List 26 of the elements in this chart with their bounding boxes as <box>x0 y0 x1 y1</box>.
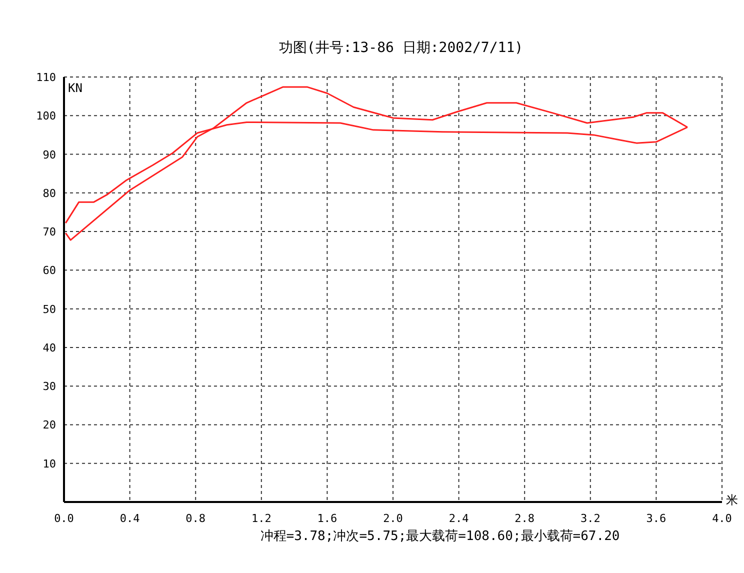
y-tick-label: 100 <box>36 110 56 123</box>
x-tick-label: 4.0 <box>712 512 732 525</box>
y-tick-label: 90 <box>42 148 56 162</box>
x-tick-label: 0.8 <box>186 512 206 525</box>
y-tick-label: 40 <box>42 341 56 354</box>
x-tick-label: 1.2 <box>251 512 272 525</box>
y-tick-label: 70 <box>42 226 56 239</box>
text: 冲程=3.78;冲次=5.75;最大载荷=108.60;最小载荷=67.20 <box>260 529 620 544</box>
x-tick-label: 1.6 <box>317 512 338 525</box>
x-tick-label: 2.4 <box>448 512 470 525</box>
x-tick-label: 3.6 <box>646 512 666 525</box>
y-tick-label: 50 <box>42 302 56 316</box>
y-tick-label: 30 <box>42 380 56 394</box>
x-tick-label: 2.8 <box>514 512 535 525</box>
x-tick-label: 3.2 <box>580 512 600 525</box>
y-tick-label: 20 <box>42 418 56 432</box>
chart-title: 功图(井号:13-86 日期:2002/7/11) <box>278 40 524 56</box>
x-tick-label: 0.0 <box>54 512 74 525</box>
x-tick-label: 0.4 <box>120 512 140 525</box>
y-tick-label: 80 <box>42 186 56 200</box>
x-axis-title: 米 <box>726 493 738 507</box>
y-tick-label: 110 <box>36 71 56 84</box>
x-tick-label: 2.0 <box>383 512 403 525</box>
y-tick-label: 10 <box>42 457 56 470</box>
y-axis-title: KN <box>68 81 82 95</box>
y-tick-label: 60 <box>42 264 56 278</box>
